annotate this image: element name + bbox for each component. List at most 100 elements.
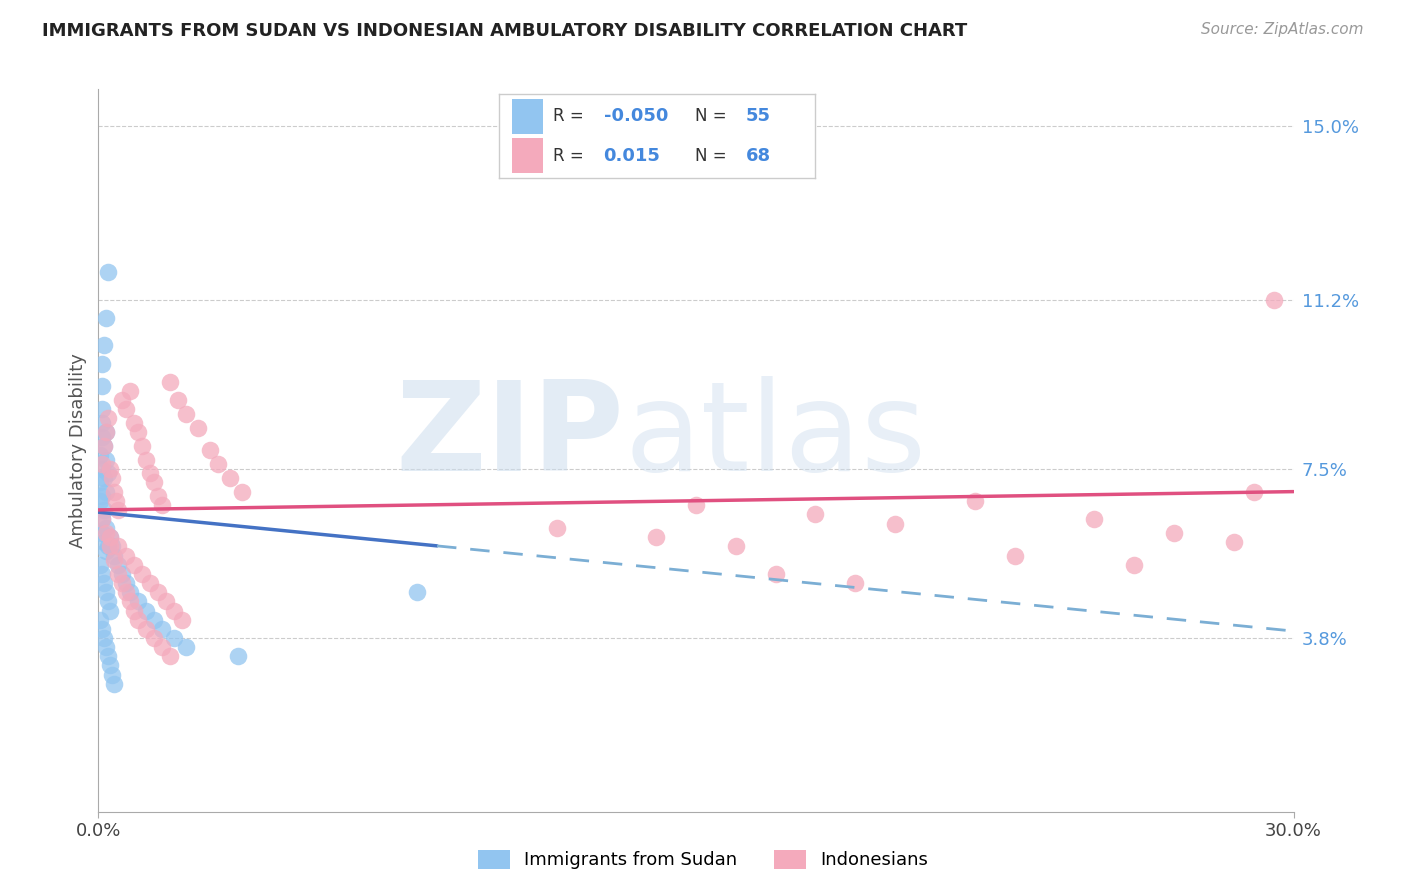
Point: [107, 540, 129, 554]
Point: [844, 576, 866, 591]
Point: [91, 512, 114, 526]
Point: [91, 416, 114, 430]
Point: [198, 443, 221, 458]
Point: [96, 544, 118, 558]
Point: [148, 489, 170, 503]
Legend: Immigrants from Sudan, Indonesians: Immigrants from Sudan, Indonesians: [468, 841, 938, 879]
Point: [115, 585, 138, 599]
Point: [97, 265, 120, 279]
Point: [406, 585, 429, 599]
Y-axis label: Ambulatory Disability: Ambulatory Disability: [69, 353, 87, 548]
Point: [143, 613, 166, 627]
Point: [96, 525, 118, 540]
Point: [150, 499, 173, 513]
Point: [120, 384, 142, 398]
Point: [115, 549, 138, 563]
Point: [124, 603, 146, 617]
Point: [91, 566, 114, 581]
Point: [187, 420, 209, 434]
Point: [107, 503, 129, 517]
Point: [105, 493, 128, 508]
Point: [124, 558, 146, 572]
Point: [93, 439, 115, 453]
Point: [231, 484, 253, 499]
Point: [115, 576, 138, 591]
Point: [89, 493, 111, 508]
Point: [1243, 484, 1265, 499]
Point: [97, 540, 120, 554]
Point: [163, 603, 186, 617]
Point: [98, 658, 122, 673]
Point: [91, 512, 114, 526]
Point: [103, 676, 125, 690]
Point: [127, 425, 149, 439]
Point: [172, 613, 194, 627]
Point: [93, 439, 115, 453]
Point: [135, 622, 157, 636]
Point: [101, 667, 124, 681]
Point: [167, 393, 190, 408]
Point: [97, 467, 120, 481]
Point: [96, 521, 118, 535]
Point: [101, 471, 124, 485]
Point: [546, 521, 568, 535]
Point: [93, 535, 115, 549]
Point: [159, 649, 181, 664]
Point: [131, 566, 153, 581]
Point: [127, 613, 149, 627]
Point: [98, 530, 122, 544]
Point: [103, 549, 125, 563]
Point: [97, 594, 120, 608]
Text: IMMIGRANTS FROM SUDAN VS INDONESIAN AMBULATORY DISABILITY CORRELATION CHART: IMMIGRANTS FROM SUDAN VS INDONESIAN AMBU…: [42, 22, 967, 40]
Point: [115, 402, 138, 417]
Point: [127, 594, 149, 608]
Point: [1223, 535, 1246, 549]
Point: [93, 631, 115, 645]
Point: [155, 594, 177, 608]
Point: [150, 640, 173, 654]
Point: [174, 407, 197, 421]
FancyBboxPatch shape: [512, 137, 543, 173]
Text: N =: N =: [695, 147, 733, 165]
Point: [1083, 512, 1105, 526]
Point: [96, 425, 118, 439]
Point: [89, 448, 111, 462]
Point: [93, 338, 115, 352]
Point: [91, 379, 114, 393]
Point: [96, 585, 118, 599]
Text: 0.015: 0.015: [603, 147, 661, 165]
Point: [96, 640, 118, 654]
Point: [963, 493, 986, 508]
Point: [91, 402, 114, 417]
Point: [685, 499, 707, 513]
Point: [91, 357, 114, 371]
Point: [91, 462, 114, 476]
Point: [93, 503, 115, 517]
Point: [131, 439, 153, 453]
Point: [107, 566, 129, 581]
Point: [1263, 293, 1285, 307]
Point: [91, 489, 114, 503]
Text: Source: ZipAtlas.com: Source: ZipAtlas.com: [1201, 22, 1364, 37]
Point: [143, 631, 166, 645]
Point: [174, 640, 197, 654]
Text: 68: 68: [745, 147, 770, 165]
Point: [91, 457, 114, 471]
Point: [150, 622, 173, 636]
Point: [884, 516, 907, 531]
Point: [765, 566, 787, 581]
Point: [135, 452, 157, 467]
Point: [139, 576, 162, 591]
Point: [91, 525, 114, 540]
Text: R =: R =: [553, 147, 589, 165]
Point: [96, 452, 118, 467]
Point: [804, 508, 827, 522]
Point: [91, 430, 114, 444]
Point: [219, 471, 242, 485]
Point: [148, 585, 170, 599]
Point: [91, 622, 114, 636]
Text: ZIP: ZIP: [395, 376, 624, 497]
Text: 55: 55: [745, 107, 770, 125]
FancyBboxPatch shape: [512, 99, 543, 135]
Point: [143, 475, 166, 490]
